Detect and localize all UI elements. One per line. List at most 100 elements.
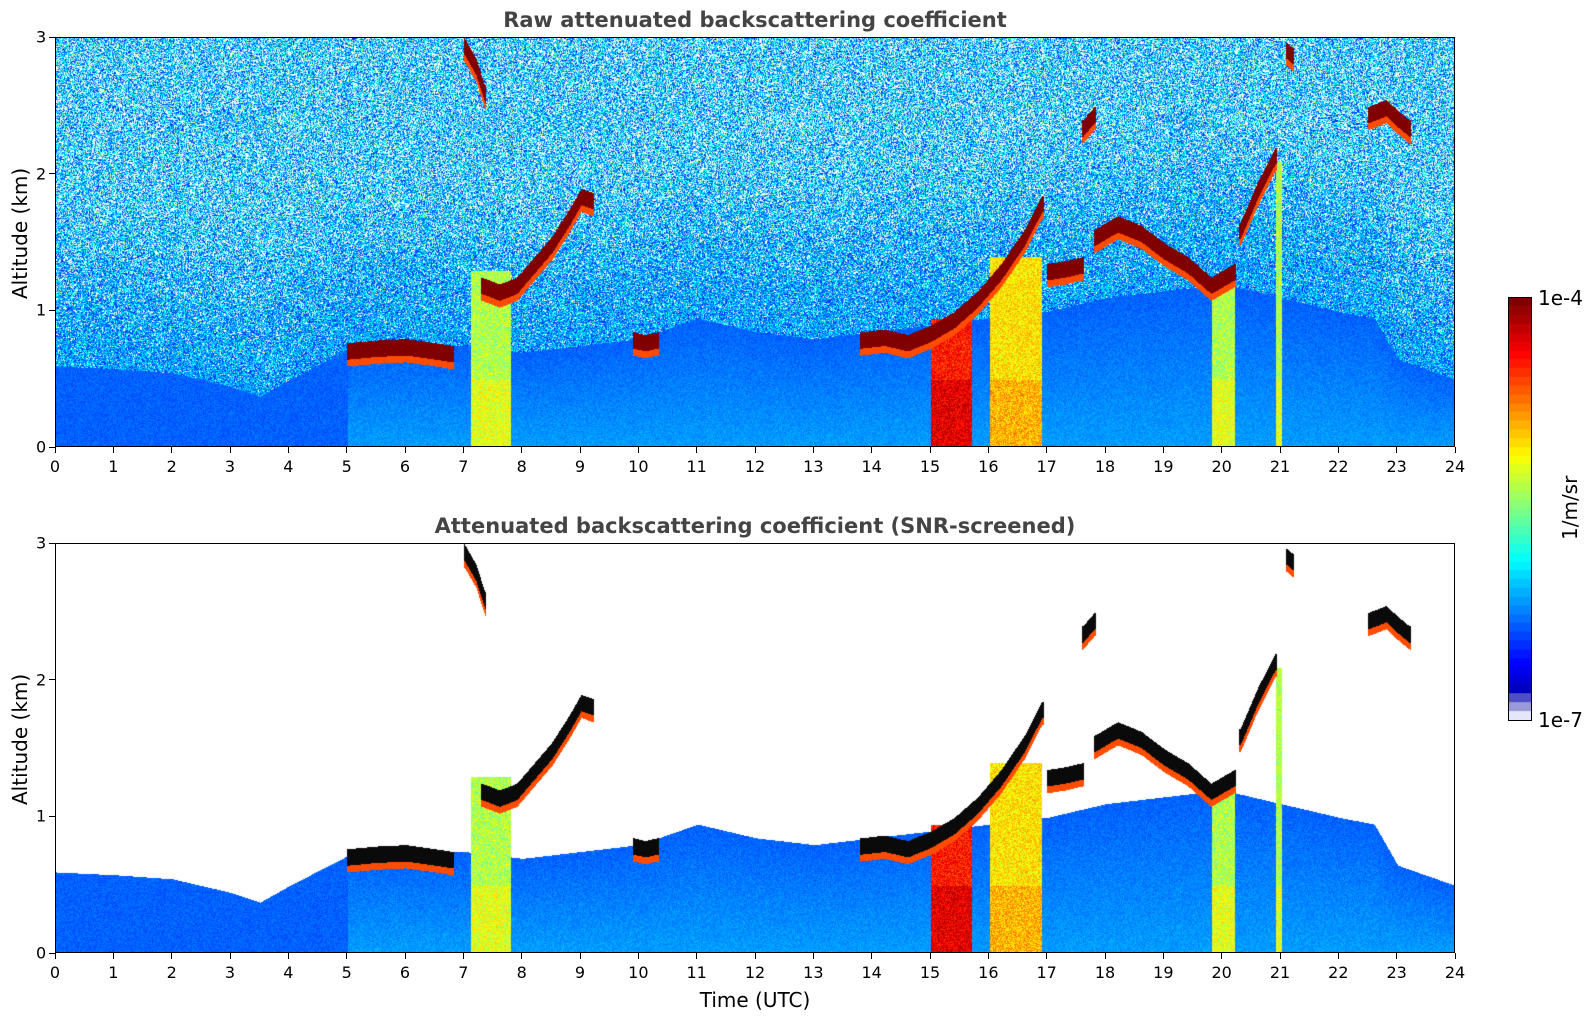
panel2-canvas: [56, 544, 1454, 952]
panel1-xtick-label: 23: [1386, 457, 1407, 476]
panel1-xtick-label: 8: [516, 457, 527, 476]
panel1-xtick-mark: [871, 447, 873, 453]
panel2-xtick-label: 6: [399, 963, 411, 982]
panel2-ytick-label: 0: [36, 943, 47, 963]
panel2-xtick-label: 24: [1444, 963, 1466, 982]
panel1-xtick-label: 1: [108, 457, 119, 476]
panel1-ytick-mark: [49, 309, 55, 311]
panel1-ytick-label: 2: [36, 164, 47, 184]
panel2-xlabel: Time (UTC): [699, 988, 811, 1012]
panel1-xtick-label: 3: [224, 457, 236, 476]
panel2-xtick-mark: [229, 953, 231, 959]
panel2-xtick-label: 12: [744, 963, 766, 982]
panel1-xtick-mark: [637, 447, 639, 453]
panel2-xtick-mark: [987, 953, 989, 959]
panel2-xtick-label: 3: [224, 963, 236, 982]
panel1-xtick-mark: [1279, 447, 1281, 453]
panel2-xtick-mark: [637, 953, 639, 959]
panel1-xtick-label: 9: [574, 457, 586, 476]
panel2-xtick-mark: [1396, 953, 1398, 959]
panel2-xtick-label: 15: [919, 963, 941, 982]
panel2-xtick-mark: [462, 953, 464, 959]
panel1-xtick-label: 14: [861, 457, 882, 476]
panel1-xtick-label: 19: [1153, 457, 1174, 476]
panel2-xtick-mark: [404, 953, 406, 959]
panel2-xtick-mark: [346, 953, 348, 959]
panel1-xtick-label: 15: [919, 457, 941, 476]
panel1-xtick-label: 10: [628, 457, 649, 476]
panel2-xtick-label: 2: [166, 963, 177, 982]
panel1-canvas: [56, 38, 1454, 446]
colorbar-label: 1/m/sr: [1558, 475, 1582, 540]
panel2-xtick-mark: [112, 953, 114, 959]
panel1-ytick-label: 3: [36, 27, 47, 47]
panel1-xtick-mark: [462, 447, 464, 453]
panel2-xtick-mark: [1221, 953, 1223, 959]
panel1-heatmap: [55, 37, 1455, 447]
panel1-ytick-label: 0: [36, 437, 47, 457]
colorbar: [1508, 297, 1532, 721]
panel1-xtick-mark: [112, 447, 114, 453]
panel1-xtick-mark: [1337, 447, 1339, 453]
panel1-xtick-mark: [754, 447, 756, 453]
panel1-xtick-mark: [1221, 447, 1223, 453]
panel1-xtick-label: 6: [399, 457, 411, 476]
panel1-xtick-mark: [1162, 447, 1164, 453]
panel2-ytick-mark: [49, 679, 55, 681]
panel2-ytick-label: 1: [36, 806, 47, 826]
panel2-xtick-label: 10: [628, 963, 649, 982]
panel2-ytick-mark: [49, 952, 55, 954]
panel1-xtick-label: 7: [458, 457, 469, 476]
panel2-ytick-mark: [49, 815, 55, 817]
panel2-xtick-label: 1: [108, 963, 119, 982]
panel1-xtick-label: 17: [1036, 457, 1057, 476]
panel2-xtick-mark: [521, 953, 523, 959]
panel1-xtick-mark: [171, 447, 173, 453]
panel2-ytick-label: 3: [36, 533, 47, 553]
panel2-xtick-mark: [696, 953, 698, 959]
colorbar-min-label: 1e-7: [1538, 708, 1583, 732]
panel2-xtick-label: 18: [1094, 963, 1116, 982]
panel1-xtick-mark: [929, 447, 931, 453]
panel2-xtick-label: 13: [803, 963, 824, 982]
panel2-xtick-label: 16: [978, 963, 999, 982]
panel1-ytick-mark: [49, 173, 55, 175]
panel1-xtick-mark: [1046, 447, 1048, 453]
panel2-ytick-mark: [49, 542, 55, 544]
panel2-xtick-mark: [1454, 953, 1456, 959]
panel1-xtick-mark: [1104, 447, 1106, 453]
panel2-xtick-label: 22: [1328, 963, 1349, 982]
panel1-xtick-label: 22: [1328, 457, 1349, 476]
panel1-xtick-mark: [521, 447, 523, 453]
panel1-xtick-label: 24: [1444, 457, 1466, 476]
panel1-xtick-mark: [987, 447, 989, 453]
panel1-xtick-mark: [1454, 447, 1456, 453]
panel1-xtick-mark: [812, 447, 814, 453]
panel1-ytick-mark: [49, 36, 55, 38]
panel2-xtick-mark: [1104, 953, 1106, 959]
panel2-xtick-mark: [929, 953, 931, 959]
panel1-xtick-mark: [54, 447, 56, 453]
panel2-xtick-label: 5: [341, 963, 352, 982]
panel2-title: Attenuated backscattering coefficient (S…: [434, 514, 1076, 538]
panel2-xtick-label: 23: [1386, 963, 1407, 982]
panel1-xtick-mark: [1396, 447, 1398, 453]
panel1-xtick-label: 4: [283, 457, 294, 476]
panel1-xtick-label: 20: [1211, 457, 1232, 476]
panel2-xtick-label: 19: [1153, 963, 1174, 982]
panel2-xtick-label: 21: [1269, 963, 1291, 982]
panel2-xtick-mark: [579, 953, 581, 959]
panel1-xtick-mark: [287, 447, 289, 453]
panel1-xtick-mark: [229, 447, 231, 453]
panel2-xtick-mark: [54, 953, 56, 959]
panel2-xtick-label: 11: [686, 963, 707, 982]
panel1-xtick-label: 0: [49, 457, 61, 476]
panel2-xtick-mark: [754, 953, 756, 959]
panel1-xtick-mark: [404, 447, 406, 453]
panel2-xtick-mark: [287, 953, 289, 959]
panel1-xtick-label: 21: [1269, 457, 1291, 476]
panel2-xtick-mark: [1046, 953, 1048, 959]
panel2-xtick-mark: [1337, 953, 1339, 959]
panel1-ytick-mark: [49, 446, 55, 448]
panel2-xtick-label: 9: [574, 963, 586, 982]
